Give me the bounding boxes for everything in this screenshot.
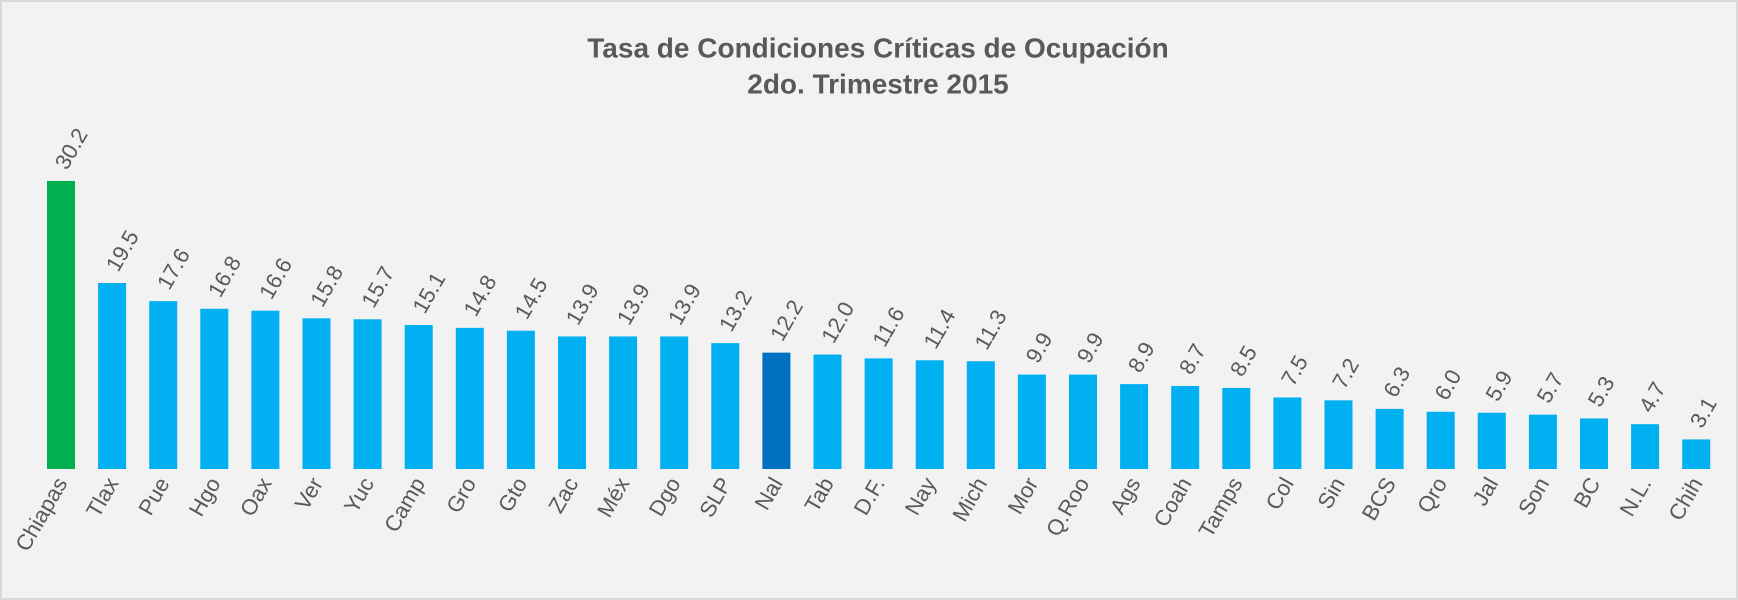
bar xyxy=(353,319,382,469)
bar xyxy=(1426,411,1455,469)
bar xyxy=(1273,397,1302,469)
bar xyxy=(1069,374,1097,469)
bar xyxy=(966,361,995,469)
bar xyxy=(1222,387,1251,469)
bar xyxy=(1528,414,1557,469)
bar xyxy=(558,336,586,469)
bar xyxy=(149,301,178,469)
bar xyxy=(1120,384,1149,469)
bar xyxy=(1477,412,1506,469)
bar xyxy=(1324,400,1353,469)
bar xyxy=(98,283,127,469)
bar xyxy=(1017,374,1046,469)
bar xyxy=(1682,439,1711,469)
bar xyxy=(1171,386,1200,469)
bar xyxy=(404,325,433,469)
chart-title: Tasa de Condiciones Críticas de Ocupació… xyxy=(587,32,1168,63)
chart-subtitle: 2do. Trimestre 2015 xyxy=(747,68,1008,99)
bar xyxy=(864,358,893,469)
bar xyxy=(660,336,689,469)
bar xyxy=(1375,408,1404,469)
bar xyxy=(251,310,280,469)
bar xyxy=(506,330,535,469)
bar xyxy=(455,327,484,469)
bar xyxy=(609,336,638,469)
bar xyxy=(200,308,229,469)
bar xyxy=(1580,418,1608,469)
bar xyxy=(813,354,842,469)
bar xyxy=(1631,424,1660,469)
bar xyxy=(302,318,331,469)
bar xyxy=(762,352,791,469)
bar xyxy=(711,343,740,469)
bar xyxy=(47,181,75,469)
bar xyxy=(915,360,944,469)
